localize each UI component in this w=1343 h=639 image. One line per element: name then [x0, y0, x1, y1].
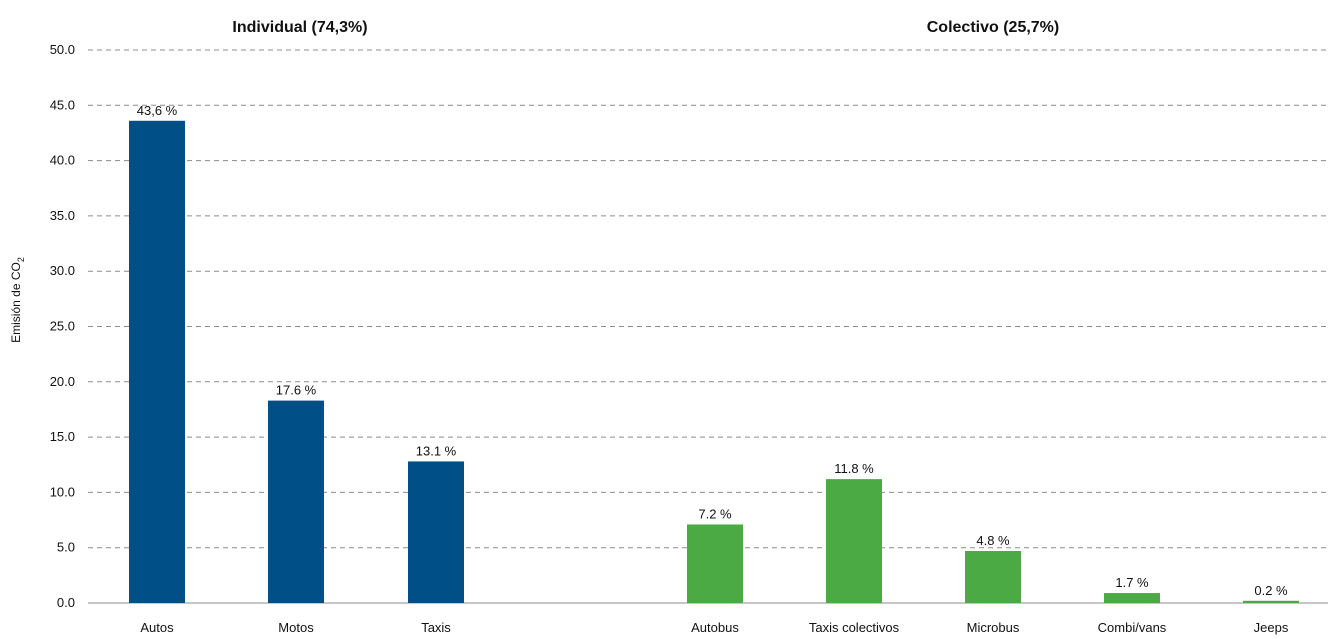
bar-autobus [687, 524, 743, 603]
data-label: 13.1 % [416, 443, 457, 458]
y-tick-label: 35.0 [50, 208, 75, 223]
bar-taxis [408, 461, 464, 603]
y-axis-title-main: Emisión de CO [9, 262, 23, 343]
category-label: Taxis colectivos [809, 620, 900, 635]
data-label: 1.7 % [1115, 575, 1149, 590]
y-tick-label: 30.0 [50, 263, 75, 278]
y-tick-label: 15.0 [50, 429, 75, 444]
data-label: 17.6 % [276, 383, 317, 398]
category-labels: Autos Motos Taxis Autobus Taxis colectivos Mi… [140, 620, 1288, 635]
data-label: 11.8 % [834, 461, 874, 476]
group-title-colectivo: Colectivo (25,7%) [927, 19, 1059, 36]
category-label: Taxis [421, 620, 451, 635]
data-label: 7.2 % [698, 506, 732, 521]
bar-motos [268, 400, 324, 603]
y-tick-labels: 0.0 5.0 10.0 15.0 20.0 25.0 30.0 35.0 40.0 45.0 50… [50, 42, 75, 610]
y-tick-label: 20.0 [50, 374, 75, 389]
bars [129, 120, 1299, 603]
y-axis-title: Emisión de CO2 [9, 257, 26, 343]
group-titles: Individual (74,3%) Colectivo (25,7%) [232, 19, 1059, 36]
y-axis-title-subscript: 2 [16, 257, 26, 262]
group-title-individual: Individual (74,3%) [232, 19, 367, 36]
bar-combi-vans [1104, 593, 1160, 603]
y-tick-label: 10.0 [50, 484, 75, 499]
bar-microbus [965, 551, 1021, 603]
data-label: 4.8 % [976, 533, 1010, 548]
y-tick-label: 5.0 [57, 540, 75, 555]
y-tick-label: 40.0 [50, 153, 75, 168]
category-label: Combi/vans [1098, 620, 1167, 635]
category-label: Motos [278, 620, 314, 635]
category-label: Autobus [691, 620, 739, 635]
data-label: 43,6 % [137, 103, 178, 118]
bar-jeeps [1243, 600, 1299, 603]
y-tick-label: 25.0 [50, 319, 75, 334]
bar-taxis-colectivos [826, 479, 882, 603]
data-label: 0.2 % [1254, 583, 1288, 598]
y-tick-label: 0.0 [57, 595, 75, 610]
category-label: Jeeps [1254, 620, 1289, 635]
data-labels: 43,6 % 17.6 % 13.1 % 7.2 % 11.8 % 4.8 % 1.7 % 0… [137, 103, 1288, 598]
y-tick-label: 45.0 [50, 97, 75, 112]
y-tick-label: 50.0 [50, 42, 75, 57]
category-label: Microbus [967, 620, 1020, 635]
bar-autos [129, 120, 185, 603]
category-label: Autos [140, 620, 174, 635]
